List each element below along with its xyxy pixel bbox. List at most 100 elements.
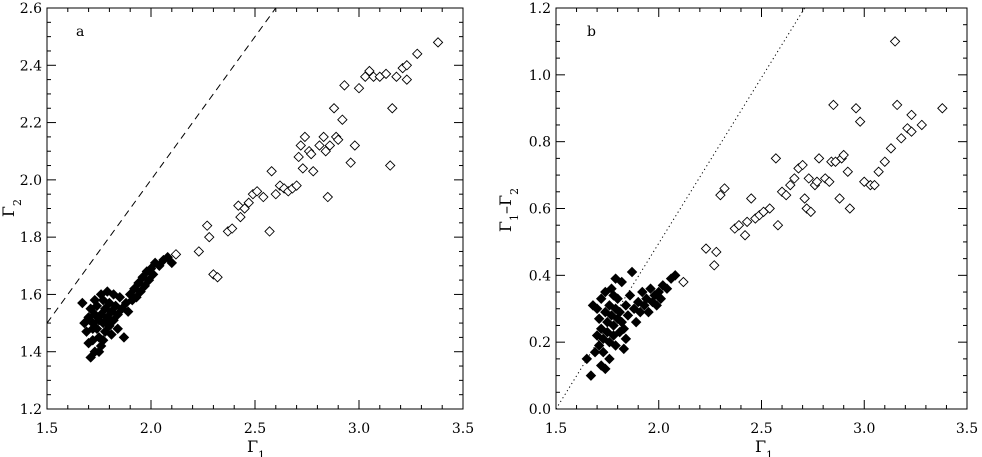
panel-a-open-point — [324, 140, 336, 151]
panel-b-filled-point — [606, 310, 617, 321]
panel-a-filled-point — [89, 294, 101, 306]
panel-b-open-point — [780, 189, 792, 201]
panel-b-open-point — [770, 153, 782, 164]
panel-b-filled-point — [630, 316, 642, 328]
panel-a-open-point — [295, 140, 306, 151]
panel-a-y-tick-label: 2.6 — [20, 1, 42, 17]
panel-b-open-point — [902, 123, 913, 134]
panel-b-y-tick-label: 0.8 — [529, 135, 551, 151]
panel-a-open-point — [243, 197, 254, 209]
panel-a-filled-point — [162, 251, 173, 263]
panel-b-open-point — [805, 206, 817, 218]
panel-b-open-point — [799, 193, 810, 204]
panel-b-filled-point — [637, 286, 648, 298]
panel-b-filled-point — [587, 300, 599, 311]
panel-a-open-point — [314, 140, 325, 151]
panel-a-filled-point — [154, 260, 165, 272]
panel-a-filled-point — [135, 286, 146, 297]
panel-b-filled-point — [620, 333, 632, 345]
panel-b-open-point — [854, 116, 866, 127]
panel-a-open-point — [235, 211, 246, 223]
panel-b-open-point — [838, 149, 849, 161]
panel-a-y-tick-label: 1.4 — [20, 345, 42, 361]
panel-a-open-point — [251, 186, 263, 197]
panel-b-open-point — [741, 216, 753, 228]
panel-b-open-point — [764, 203, 775, 214]
panel-b-x-tick-label: 3.0 — [853, 421, 875, 437]
panel-b-filled-point — [604, 353, 615, 365]
panel-b-open-point — [889, 36, 901, 47]
panel-b-y-tick-label: 1.0 — [529, 68, 551, 84]
panel-a-open-point — [291, 180, 302, 191]
panel-a-y-tick-label: 1.2 — [20, 402, 42, 418]
panel-b-filled-point — [610, 340, 621, 351]
panel-a-open-point — [337, 114, 348, 125]
panel-a-label: a — [76, 24, 84, 40]
panel-a-y-tick-label: 2.2 — [20, 116, 42, 132]
panel-a-open-point — [299, 131, 311, 143]
panel-b-filled-point — [651, 300, 662, 311]
panel-a-filled-point — [97, 335, 109, 346]
panel-a-filled-point — [122, 306, 134, 317]
panel-a-open-point — [332, 134, 344, 145]
panel-a-open-point — [226, 223, 238, 234]
panel-b-filled-point — [595, 323, 607, 335]
panel-b-filled-point — [610, 273, 621, 284]
panel-b-filled-point — [624, 290, 636, 301]
panel-b-y-tick-label: 0.4 — [529, 268, 551, 284]
panel-b-xlabel: Γ1 — [755, 437, 773, 457]
panel-a-filled-point — [118, 332, 130, 343]
panel-b-filled-point — [641, 293, 652, 304]
panel-a-filled-point — [131, 292, 142, 303]
panel-b-plot-frame — [555, 7, 968, 410]
panel-b-open-point — [733, 219, 745, 231]
panel-b-open-point — [785, 179, 796, 191]
panel-b-open-point — [879, 156, 891, 167]
panel-a-open-point — [353, 82, 365, 94]
panel-b-x-tick-label: 2.0 — [648, 421, 670, 437]
panel-a-filled-point — [112, 309, 123, 320]
panel-b-filled-point — [635, 306, 646, 318]
panel-a-open-point — [401, 60, 413, 71]
panel-b-open-point — [906, 126, 917, 137]
panel-b-open-point — [819, 173, 831, 184]
panel-a-filled-point — [106, 306, 117, 317]
panel-a-x-tick-label: 2.5 — [244, 421, 266, 437]
panel-b-filled-point — [581, 353, 593, 365]
panel-b-open-point — [937, 103, 948, 114]
panel-b-y-tick-label: 0.0 — [529, 402, 551, 418]
panel-b-filled-point — [645, 283, 656, 294]
panel-b-label: b — [587, 24, 596, 40]
panel-b-filled-point — [661, 283, 673, 294]
panel-a-y-tick-label: 2.0 — [20, 173, 42, 189]
panel-a-y-tick-label: 2.4 — [20, 58, 42, 74]
panel-a-open-point — [412, 48, 423, 60]
panel-b-open-point — [916, 119, 928, 131]
panel-b-open-point — [803, 173, 815, 184]
panel-b-y-tick-label: 1.2 — [529, 1, 551, 17]
panel-a-filled-point — [87, 323, 98, 335]
panel-b-open-point — [678, 276, 689, 288]
panel-b-filled-point — [618, 343, 630, 355]
panel-a-filled-point — [93, 346, 105, 357]
panel-b-open-point — [711, 246, 722, 258]
panel-a-open-point — [212, 272, 223, 283]
panel-a-filled-point — [93, 332, 105, 343]
panel-a-open-point — [387, 103, 398, 114]
panel-a-filled-point — [102, 317, 113, 329]
panel-a-filled-point — [79, 317, 90, 329]
panel-a-filled-point — [114, 292, 126, 303]
panel-a-filled-point — [85, 352, 96, 363]
panel-a-open-point — [328, 103, 340, 114]
panel-a-open-point — [264, 226, 275, 237]
panel-b-filled-point — [618, 323, 630, 335]
panel-b-y-tick-label: 0.2 — [529, 335, 551, 351]
panel-a-open-point — [266, 166, 277, 177]
panel-a-open-point — [322, 191, 334, 203]
panel-b-open-point — [896, 133, 907, 144]
panel-b-open-point — [719, 183, 730, 194]
panel-a-open-point — [201, 220, 213, 231]
panel-b-open-point — [801, 203, 812, 214]
panel-a-filled-point — [166, 257, 178, 269]
